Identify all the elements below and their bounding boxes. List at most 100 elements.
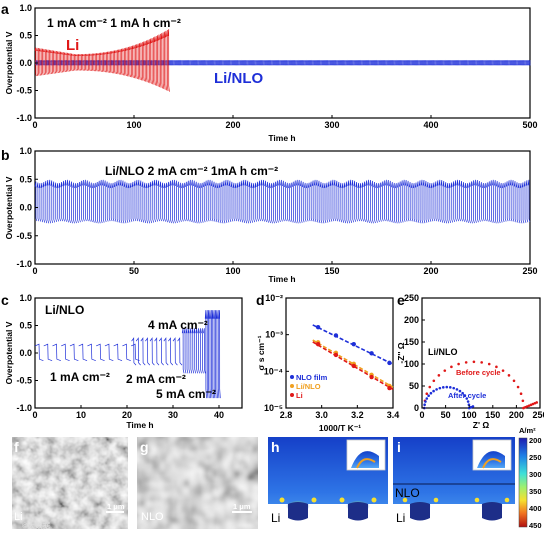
before-cycle-label: Before cycle bbox=[456, 368, 501, 377]
legend-li: Li bbox=[296, 391, 303, 400]
after-cycle-label: After cycle bbox=[448, 391, 486, 400]
panel-letter: a bbox=[1, 1, 9, 17]
panel-letter: h bbox=[271, 439, 280, 455]
y-tick-label: 0.5 bbox=[19, 31, 32, 41]
dendrite-bumps bbox=[279, 497, 377, 521]
y-axis-label: -Z'' Ω bbox=[396, 342, 406, 363]
x-tick-label: 40 bbox=[214, 410, 224, 420]
panel-letter: d bbox=[256, 292, 265, 308]
x-tick-label: 50 bbox=[441, 410, 451, 420]
y-tick-label: 1.0 bbox=[19, 146, 32, 156]
y-tick-label: 10⁻⁵ bbox=[264, 403, 283, 413]
axis-ticks: 0 50 100 150 200 250 0 50 100 150 200 250 bbox=[404, 293, 544, 420]
data-point bbox=[387, 360, 392, 366]
impedance-point bbox=[437, 374, 441, 377]
x-tick-label: 0 bbox=[32, 266, 37, 276]
impedance-point bbox=[516, 385, 520, 389]
x-tick-label: 250 bbox=[522, 266, 537, 276]
x-tick-label: 0 bbox=[32, 410, 37, 420]
colorbar-tick: 200 bbox=[529, 436, 542, 445]
y-tick-label: 0.0 bbox=[19, 348, 32, 358]
rate-step-line bbox=[204, 310, 221, 399]
impedance-point bbox=[425, 397, 429, 400]
data-point bbox=[351, 341, 356, 347]
panel-letter: e bbox=[397, 292, 405, 308]
colorbar-gradient bbox=[518, 437, 528, 528]
x-tick-label: 10 bbox=[76, 410, 86, 420]
panel-title: Li/NLO bbox=[45, 303, 84, 317]
electrode-base bbox=[268, 504, 388, 529]
y-tick-label: -0.5 bbox=[16, 86, 32, 96]
impedance-point bbox=[463, 394, 467, 398]
impedance-point bbox=[455, 388, 459, 391]
impedance-point bbox=[458, 389, 462, 393]
y-tick-label: 0.0 bbox=[19, 58, 32, 68]
x-axis-label: Time h bbox=[268, 274, 295, 284]
panel-letter: g bbox=[140, 439, 149, 455]
x-tick-label: 250 bbox=[532, 410, 544, 420]
x-tick-label: 500 bbox=[522, 120, 537, 130]
step-label-5: 5 mA cm⁻² bbox=[156, 387, 216, 401]
impedance-point bbox=[457, 362, 460, 366]
x-tick-label: 300 bbox=[324, 120, 339, 130]
impedance-point bbox=[424, 400, 427, 403]
x-tick-label: 20 bbox=[122, 410, 132, 420]
impedance-point bbox=[507, 374, 511, 377]
plot-frame bbox=[285, 297, 394, 409]
series-lino-trace bbox=[34, 179, 531, 224]
scale-label: 1 μm bbox=[233, 502, 251, 511]
legend-marker-nlo-film bbox=[290, 375, 294, 379]
impedance-point bbox=[427, 394, 430, 398]
panel-f: f Li 1 μm ©大数据 bbox=[12, 437, 128, 530]
x-axis-label: Z' Ω bbox=[473, 420, 490, 430]
axis-ticks: 0 100 200 300 400 500 -1.0 -0.5 0.0 0.5 1.0 bbox=[16, 3, 537, 130]
li-cycling-line bbox=[34, 29, 170, 92]
x-tick-label: 3.4 bbox=[387, 410, 400, 420]
fit-line bbox=[312, 339, 394, 388]
x-axis-label: 1000/T K⁻¹ bbox=[319, 423, 361, 433]
y-axis-label: Overpotential V bbox=[4, 31, 14, 94]
y-tick-label: -1.0 bbox=[16, 113, 32, 123]
condition-label: Li/NLO 2 mA cm⁻² 1mA h cm⁻² bbox=[105, 164, 278, 178]
y-tick-label: 100 bbox=[404, 359, 419, 369]
impedance-point bbox=[464, 361, 468, 364]
impedance-point bbox=[519, 392, 523, 396]
step-label-1: 1 mA cm⁻² bbox=[50, 370, 110, 384]
y-tick-label: -0.5 bbox=[16, 376, 32, 386]
colorbar-tick: 250 bbox=[529, 453, 542, 462]
data-point bbox=[333, 333, 339, 338]
impedance-point bbox=[438, 386, 442, 390]
colorbar-unit: A/m² bbox=[519, 426, 536, 435]
impedance-point bbox=[445, 385, 449, 389]
impedance-point bbox=[441, 386, 445, 389]
panel-h: h Li bbox=[268, 437, 388, 529]
panel-b: b 0 50 100 150 200 250 -1.0 -0.5 0.0 0.5 1.0 Li/NL… bbox=[1, 146, 538, 284]
impedance-point bbox=[423, 403, 426, 407]
axis-ticks: 0 50 100 150 200 250 -1.0 -0.5 0.0 0.5 1.0 bbox=[16, 146, 537, 276]
x-tick-label: 150 bbox=[324, 266, 339, 276]
rate-step-line bbox=[34, 343, 140, 362]
x-tick-label: 3.2 bbox=[351, 410, 364, 420]
rate-step-line bbox=[181, 328, 206, 374]
y-tick-label: 200 bbox=[404, 315, 419, 325]
x-tick-label: 100 bbox=[462, 410, 477, 420]
impedance-point bbox=[512, 379, 516, 383]
impedance-point bbox=[461, 391, 464, 395]
data-points bbox=[315, 324, 392, 391]
data-point bbox=[387, 385, 392, 391]
impedance-point bbox=[535, 401, 538, 404]
x-tick-label: 50 bbox=[129, 266, 139, 276]
x-tick-label: 150 bbox=[485, 410, 500, 420]
impedance-point bbox=[501, 369, 505, 372]
panel-c: c 0 10 20 30 40 -1.0 -0.5 0.0 0.5 1.0 Li/NLO 1 mA… bbox=[1, 292, 243, 430]
x-tick-label: 0 bbox=[32, 120, 37, 130]
impedance-point bbox=[452, 386, 456, 390]
panel-letter: f bbox=[14, 439, 19, 455]
sample-label: Li bbox=[14, 511, 23, 523]
panel-g: g NLO 1 μm bbox=[137, 437, 258, 529]
sample-label: NLO bbox=[141, 511, 164, 523]
data-point bbox=[369, 374, 374, 380]
y-tick-label: 10⁻⁴ bbox=[264, 366, 283, 376]
data-point bbox=[369, 351, 374, 356]
y-axis-label: Overpotential V bbox=[4, 321, 14, 384]
